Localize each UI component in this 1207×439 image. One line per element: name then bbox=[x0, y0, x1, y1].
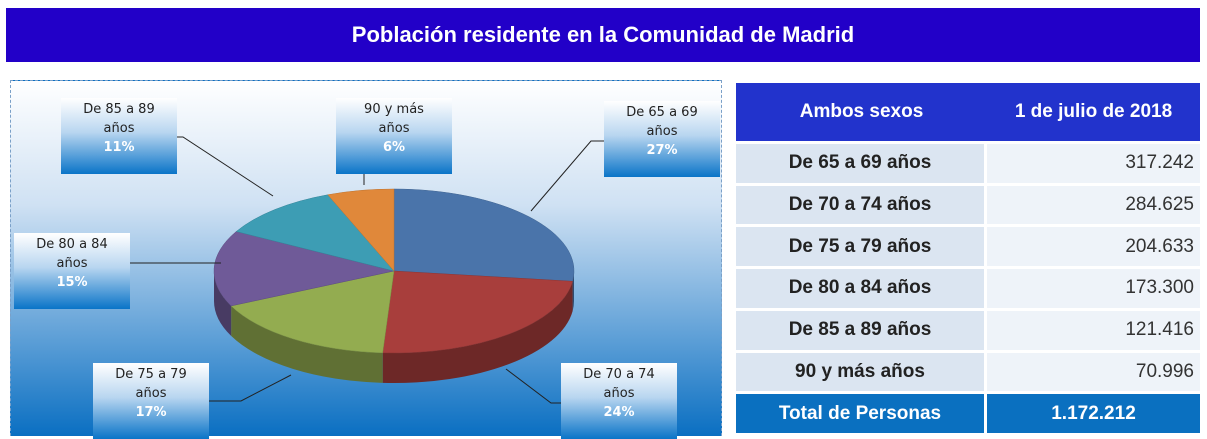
slice bbox=[213, 231, 395, 307]
table-row: De 80 a 84 años 173.300 bbox=[736, 269, 1200, 308]
total-row: Total de Personas 1.172.212 bbox=[736, 394, 1200, 433]
value-label: 24% bbox=[603, 405, 635, 420]
table-row: De 85 a 89 años 121.416 bbox=[736, 310, 1200, 350]
slice-label: De 85 a 89 años 11% bbox=[61, 98, 177, 174]
table-cell: 90 y más años bbox=[736, 352, 987, 392]
slice bbox=[382, 270, 573, 354]
chart: De 65 a 69 años 27% De 70 a 74 años 24% De 7… bbox=[10, 80, 722, 439]
total-cell: 1.172.212 bbox=[987, 394, 1200, 433]
header-row: Ambos sexos 1 de julio de 2018 bbox=[736, 83, 1200, 141]
table-cell: De 80 a 84 años bbox=[736, 269, 987, 308]
table-row: De 75 a 79 años 204.633 bbox=[736, 227, 1200, 267]
value-label: 15% bbox=[56, 275, 88, 290]
table-cell: 204.633 bbox=[987, 227, 1200, 267]
pie-svg bbox=[130, 136, 604, 404]
slice-side bbox=[214, 271, 232, 336]
table-cell: 317.242 bbox=[987, 144, 1200, 183]
header-cell: 1 de julio de 2018 bbox=[987, 83, 1200, 141]
table-row: 90 y más años 70.996 bbox=[736, 352, 1200, 392]
slice bbox=[327, 188, 395, 272]
slice bbox=[393, 188, 575, 282]
value-label: 11% bbox=[103, 140, 135, 155]
table-cell: De 70 a 74 años bbox=[736, 185, 987, 225]
category-label: De 65 a 69 años bbox=[626, 105, 698, 139]
leader-line bbox=[209, 374, 292, 402]
slice-label: De 75 a 79 años 17% bbox=[93, 363, 209, 439]
category-label: De 85 a 89 años bbox=[83, 102, 155, 136]
table-row: De 65 a 69 años 317.242 bbox=[736, 144, 1200, 183]
category-label: De 70 a 74 años bbox=[583, 367, 655, 401]
table-row: De 70 a 74 años 284.625 bbox=[736, 185, 1200, 225]
table-cell: 70.996 bbox=[987, 352, 1200, 392]
slice-label: De 65 a 69 años 27% bbox=[604, 101, 720, 177]
table-cell: De 85 a 89 años bbox=[736, 310, 987, 350]
category-label: De 75 a 79 años bbox=[115, 367, 187, 401]
slice-label: 90 y más años 6% bbox=[336, 98, 452, 174]
slice-label: De 70 a 74 años 24% bbox=[561, 363, 677, 439]
value-label: 6% bbox=[382, 140, 406, 155]
value-label: 17% bbox=[135, 405, 167, 420]
slice-side bbox=[382, 281, 573, 383]
slice-side bbox=[572, 271, 574, 312]
category-label: De 80 a 84 años bbox=[36, 237, 108, 271]
leader-line bbox=[530, 140, 604, 212]
header-cell: Ambos sexos bbox=[736, 83, 987, 141]
value-label: 27% bbox=[646, 143, 678, 158]
table-cell: 284.625 bbox=[987, 185, 1200, 225]
table-cell: De 65 a 69 años bbox=[736, 144, 987, 183]
leader-line bbox=[177, 136, 274, 197]
slice bbox=[235, 194, 395, 272]
slice-label: De 80 a 84 años 15% bbox=[14, 233, 130, 309]
table-cell: De 75 a 79 años bbox=[736, 227, 987, 267]
data-table: Ambos sexos 1 de julio de 2018 De 65 a 69 … bbox=[736, 80, 1200, 436]
table-cell: 121.416 bbox=[987, 310, 1200, 350]
slice bbox=[230, 270, 395, 354]
leader-line bbox=[505, 368, 561, 404]
table-cell: 173.300 bbox=[987, 269, 1200, 308]
page-title: Población residente en la Comunidad de M… bbox=[6, 8, 1200, 62]
total-cell: Total de Personas bbox=[736, 394, 987, 433]
slice-side bbox=[231, 305, 383, 383]
category-label: 90 y más años bbox=[364, 102, 424, 136]
